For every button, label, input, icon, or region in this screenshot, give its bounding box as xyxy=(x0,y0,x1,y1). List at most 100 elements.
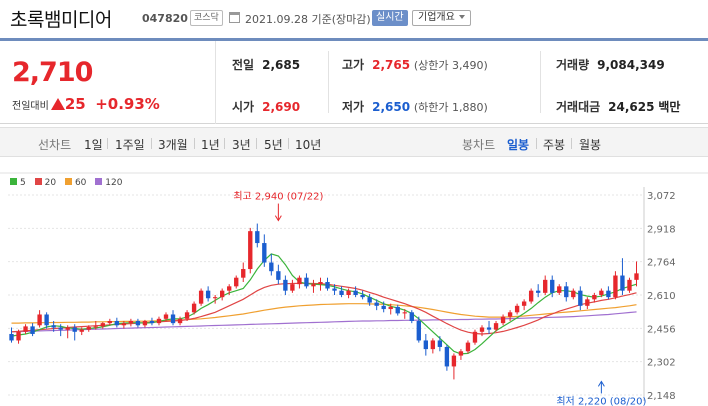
candle xyxy=(72,327,77,332)
candle xyxy=(191,303,197,313)
up-triangle-icon xyxy=(50,98,65,110)
candle xyxy=(430,340,436,350)
candle xyxy=(381,305,386,310)
line-chart-label: 선차트 xyxy=(38,138,72,152)
market-badge: 코스닥 xyxy=(190,10,223,26)
candle xyxy=(205,290,211,299)
candle xyxy=(360,295,365,298)
candle xyxy=(472,331,478,343)
candle xyxy=(135,320,141,326)
ma120-line xyxy=(11,311,637,333)
candlestick-chart[interactable]: 3,072 2,918 2,764 2,610 2,456 2,302 2,148 최고 2,… xyxy=(0,172,708,406)
tab-1d[interactable]: 1일 xyxy=(84,138,103,152)
candle xyxy=(220,290,225,298)
tab-10y[interactable]: 10년 xyxy=(295,138,322,152)
candle xyxy=(571,290,576,298)
candle xyxy=(304,277,309,287)
candle xyxy=(606,290,611,298)
y-tick-label: 2,456 xyxy=(647,324,676,335)
candle xyxy=(514,305,520,313)
tab-1w[interactable]: 1주일 xyxy=(115,138,145,152)
open-price: 시가 2,690 xyxy=(232,100,301,114)
candle xyxy=(402,312,407,314)
candle xyxy=(374,302,379,306)
candle xyxy=(493,323,499,330)
candle xyxy=(620,275,625,291)
candle xyxy=(550,279,555,293)
candle xyxy=(58,327,63,330)
candle xyxy=(486,327,492,330)
candle xyxy=(311,284,316,287)
candle xyxy=(121,323,127,326)
candle xyxy=(255,231,260,244)
stock-header: 초록뱀미디어 047820 코스닥 2021.09.28 기준(장마감) 실시간… xyxy=(0,0,708,36)
y-tick-label: 2,918 xyxy=(647,224,676,235)
candle xyxy=(627,279,632,291)
tab-weekly[interactable]: 주봉 xyxy=(543,138,566,152)
y-tick-label: 3,072 xyxy=(647,191,676,202)
candle xyxy=(156,318,162,324)
candle xyxy=(332,288,337,291)
ma60-line xyxy=(11,303,637,324)
candle xyxy=(479,327,485,332)
candle xyxy=(458,351,464,356)
candle xyxy=(128,320,134,324)
candle xyxy=(184,312,190,319)
tab-3m[interactable]: 3개월 xyxy=(158,138,188,152)
candle xyxy=(283,279,288,291)
candle xyxy=(297,277,302,285)
tab-3y[interactable]: 3년 xyxy=(232,138,251,152)
trading-amount: 거래대금 24,625 백만 xyxy=(556,100,681,114)
legend-ma60: 60 xyxy=(64,178,86,188)
candle xyxy=(599,290,604,295)
candle xyxy=(409,312,414,321)
candle xyxy=(149,320,155,324)
candle xyxy=(325,282,330,289)
y-tick-label: 2,764 xyxy=(647,258,676,269)
quote-panel: 2,710 전일대비 25 +0.93% 전일 2,685 시가 2,690 고가 2,… xyxy=(0,38,708,124)
candle xyxy=(585,299,590,306)
stock-name[interactable]: 초록뱀미디어 xyxy=(10,9,112,31)
high-price: 고가 2,765 (상한가 3,490) xyxy=(342,58,488,72)
candle xyxy=(528,290,534,302)
tab-daily[interactable]: 일봉 xyxy=(507,138,530,152)
y-tick-label: 2,610 xyxy=(647,291,676,302)
prev-close: 전일 2,685 xyxy=(232,58,301,72)
candle xyxy=(86,327,91,330)
candle xyxy=(93,326,98,328)
tab-1y[interactable]: 1년 xyxy=(201,138,220,152)
legend-ma120: 120 xyxy=(95,178,122,188)
candle xyxy=(79,329,84,332)
candle xyxy=(416,320,421,341)
candle xyxy=(536,290,541,293)
candle xyxy=(248,231,253,270)
candle xyxy=(9,333,14,341)
legend-ma5: 5 xyxy=(10,178,26,188)
tab-monthly[interactable]: 월봉 xyxy=(579,138,602,152)
candle xyxy=(395,306,400,314)
candle xyxy=(500,316,506,324)
candle xyxy=(451,355,457,367)
candle xyxy=(444,346,450,367)
arrow-up-icon xyxy=(597,380,605,387)
volume: 거래량 9,084,349 xyxy=(556,58,665,72)
candle xyxy=(423,340,428,350)
tab-5y[interactable]: 5년 xyxy=(264,138,283,152)
candle xyxy=(269,262,274,272)
y-tick-label: 2,302 xyxy=(647,358,676,369)
current-price-box: 2,710 전일대비 25 +0.93% xyxy=(0,41,216,124)
candle xyxy=(339,290,344,295)
candle xyxy=(543,279,548,293)
candle xyxy=(262,243,267,263)
candle xyxy=(557,286,562,293)
candle xyxy=(107,320,112,324)
company-overview-dropdown[interactable]: 기업개요 xyxy=(412,10,471,26)
candle xyxy=(353,290,358,295)
candle xyxy=(634,273,639,280)
realtime-button[interactable]: 실시간 xyxy=(372,10,408,26)
price-change: 전일대비 25 +0.93% xyxy=(12,95,160,113)
current-price: 2,710 xyxy=(12,57,93,88)
legend-ma20: 20 xyxy=(34,178,56,188)
candle xyxy=(592,295,597,300)
candle-chart-label: 봉차트 xyxy=(462,138,496,152)
